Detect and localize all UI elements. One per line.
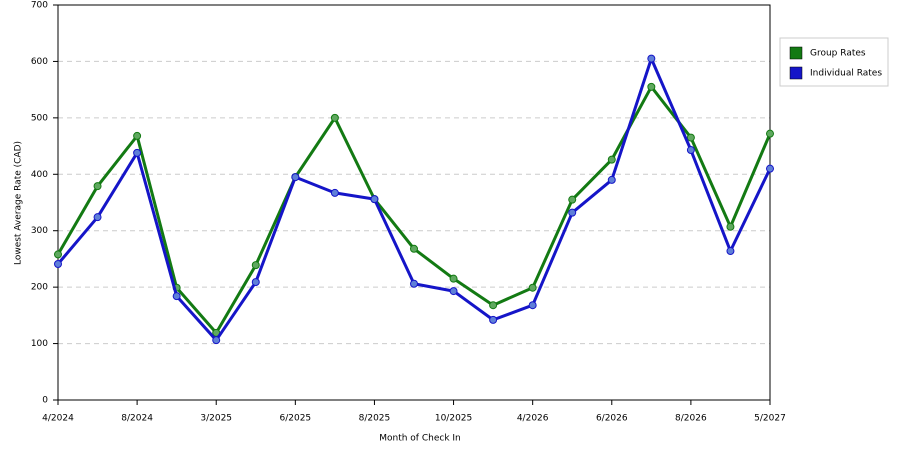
data-point [93, 213, 102, 222]
data-point [766, 164, 774, 173]
data-point [291, 173, 300, 182]
x-axis-label: Month of Check In [379, 434, 461, 444]
data-point [726, 247, 735, 256]
data-point [607, 155, 616, 164]
y-tick-label: 400 [31, 170, 48, 180]
x-tick-label: 10/2025 [435, 414, 472, 424]
plot-border [57, 4, 771, 401]
y-tick-label: 0 [42, 396, 48, 406]
y-axis-label: Lowest Average Rate (CAD) [14, 141, 24, 265]
x-tick-label: 8/2024 [121, 414, 153, 424]
y-tick-label: 100 [31, 339, 48, 349]
data-point [449, 287, 458, 296]
y-tick-label: 500 [31, 113, 48, 123]
x-tick-label: 6/2026 [596, 414, 628, 424]
y-tick-label: 700 [31, 1, 48, 11]
data-point [410, 244, 418, 253]
data-point [686, 146, 695, 155]
legend-swatch [789, 66, 803, 80]
data-point [647, 54, 656, 63]
x-tick-label: 4/2024 [42, 414, 74, 424]
data-point [766, 129, 774, 138]
data-point [686, 133, 695, 142]
data-point [410, 279, 418, 288]
data-point [54, 260, 62, 269]
y-tick-label: 200 [31, 283, 48, 293]
x-tick-label: 5/2027 [754, 414, 786, 424]
data-point [133, 131, 142, 140]
data-point [172, 292, 181, 301]
x-tick-label: 8/2025 [359, 414, 391, 424]
data-point [489, 315, 498, 324]
data-point [330, 113, 339, 122]
y-tick-label: 300 [31, 226, 48, 236]
data-point [489, 301, 498, 310]
data-point [528, 301, 537, 310]
series-line [56, 85, 772, 335]
data-point [330, 188, 339, 197]
data-point [370, 195, 379, 204]
y-tick-label: 600 [31, 57, 48, 67]
legend-label: Individual Rates [810, 69, 882, 79]
x-tick-label: 8/2026 [675, 414, 707, 424]
data-point [607, 175, 616, 184]
legend-label: Group Rates [810, 49, 866, 59]
data-point [93, 182, 102, 191]
data-point [251, 261, 260, 270]
data-point [528, 283, 537, 292]
data-point [54, 250, 62, 259]
data-point [251, 278, 260, 287]
legend-swatch [789, 46, 803, 60]
x-tick-label: 3/2025 [200, 414, 232, 424]
data-point [568, 195, 577, 204]
data-point [449, 274, 458, 283]
data-point [568, 208, 577, 217]
data-point [647, 82, 656, 91]
data-point [212, 336, 221, 345]
x-tick-label: 4/2026 [517, 414, 549, 424]
data-point [726, 222, 735, 231]
data-point [133, 148, 142, 157]
x-tick-label: 6/2025 [279, 414, 311, 424]
